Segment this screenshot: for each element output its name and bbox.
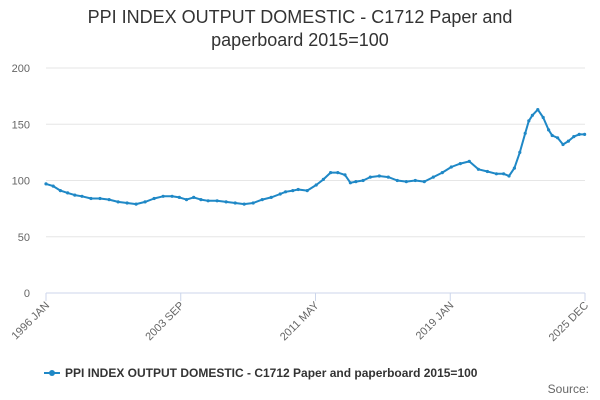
data-point [260,198,264,202]
y-axis-ticks: 0 50 100 150 200 [12,63,30,300]
data-point [152,196,156,201]
y-tick-label: 200 [12,63,30,75]
data-point [314,183,318,187]
data-point [177,195,181,199]
data-point [572,135,576,139]
data-point [269,195,273,199]
data-point [321,177,325,181]
data-point [107,198,111,202]
data-point [66,191,70,195]
data-point [458,162,462,166]
data-point [224,200,228,204]
series-layer [44,108,587,206]
data-point [556,136,560,140]
data-point [336,171,340,175]
data-point [278,192,282,196]
data-point [305,189,309,193]
data-point [296,187,300,192]
data-point [583,132,587,136]
data-point [507,174,511,178]
data-point [354,180,358,184]
data-point [329,171,333,175]
data-point [431,175,435,179]
data-point [527,119,531,123]
x-tick-label: 2025 DEC [547,300,591,344]
data-point [502,172,506,176]
data-point [343,173,347,177]
y-tick-label: 150 [12,119,30,131]
data-point [566,139,571,143]
y-tick-label: 0 [24,288,30,300]
data-point [284,190,288,194]
x-tick-label: 1996 JAN [9,300,52,343]
data-point [395,178,399,183]
data-point [184,198,189,202]
data-point [291,189,295,193]
data-point [242,202,246,206]
data-point [80,194,84,198]
data-point [541,115,545,120]
data-point [215,199,219,203]
x-axis: 1996 JAN 2003 SEP 2011 MAY 2019 JAN 2025 DEC [9,292,591,344]
chart-title: PPI INDEX OUTPUT DOMESTIC - C1712 Paper … [87,7,513,50]
data-point [440,171,444,175]
legend-label: PPI INDEX OUTPUT DOMESTIC - C1712 Paper … [65,366,478,380]
data-point [449,165,453,169]
gridlines [46,67,585,238]
data-point [98,196,102,201]
data-point [404,180,408,184]
data-point [377,174,381,178]
data-point [251,201,255,205]
data-point [368,175,372,179]
data-point [467,159,471,163]
data-point [161,194,165,198]
data-point [125,201,129,205]
x-tick-label: 2003 SEP [143,300,187,344]
data-point [386,175,390,179]
data-point [547,128,551,132]
x-tick-label: 2019 JAN [414,300,457,343]
y-tick-label: 50 [18,232,30,244]
data-point [73,193,77,197]
data-point [192,195,196,199]
data-point [422,180,426,184]
data-point [512,166,517,170]
data-point [199,198,203,202]
data-point [134,202,138,206]
data-point [518,150,522,154]
legend[interactable]: PPI INDEX OUTPUT DOMESTIC - C1712 Paper … [44,365,477,381]
data-point [348,181,352,185]
data-point [530,113,535,117]
y-tick-label: 100 [12,176,30,188]
data-point [523,131,527,135]
data-point [494,172,498,176]
data-point [536,108,540,112]
data-point [89,196,93,201]
data-point [233,201,237,205]
data-point [561,142,565,147]
legend-marker-icon [44,368,60,378]
data-point [550,133,554,138]
data-point [413,178,417,183]
data-point [44,182,48,186]
data-point [116,200,120,204]
data-point [206,199,210,203]
data-point [577,132,581,136]
data-point [476,167,480,171]
data-point [361,178,365,183]
data-point [485,169,489,174]
data-point [170,194,174,198]
x-tick-label: 2011 MAY [278,299,322,343]
source-label: Source: [547,382,589,396]
data-point [58,189,63,193]
data-point [51,184,55,188]
data-point [143,200,147,204]
